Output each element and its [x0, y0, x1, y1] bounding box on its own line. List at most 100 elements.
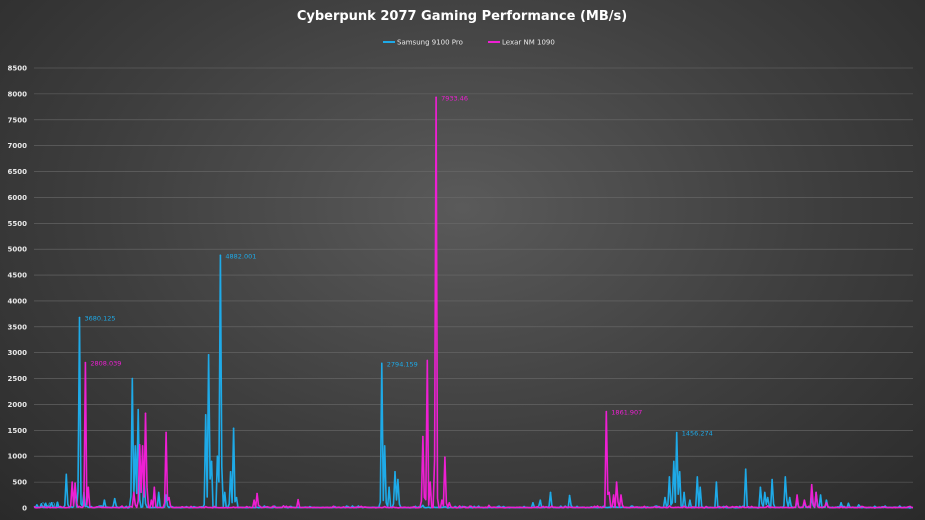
data-point: [689, 499, 691, 502]
data-point: [796, 494, 798, 496]
y-tick-label: 5000: [8, 246, 28, 254]
data-label: 3680.125: [84, 314, 115, 322]
data-point: [612, 494, 615, 496]
data-point: [397, 478, 399, 481]
data-point: [253, 499, 255, 502]
y-axis: 0 500 1000 1500 2000 2500 3000 3500 4000 4500 5000…: [8, 65, 28, 513]
y-tick-label: 8500: [8, 65, 28, 73]
data-point: [847, 502, 850, 505]
data-point: [74, 482, 76, 484]
data-point: [210, 460, 213, 463]
data-point: [678, 470, 681, 473]
data-point: [380, 362, 383, 365]
data-label: 4882.001: [225, 252, 256, 260]
data-point: [219, 254, 222, 257]
data-point: [615, 481, 618, 483]
data-point: [605, 410, 608, 413]
data-point: [675, 431, 678, 434]
data-point: [441, 499, 443, 502]
y-tick-label: 3500: [8, 323, 28, 331]
data-point: [235, 496, 238, 499]
data-point: [207, 353, 210, 356]
data-point: [668, 476, 671, 478]
data-point: [223, 491, 226, 494]
data-point: [78, 316, 81, 319]
y-tick-label: 7000: [8, 142, 28, 150]
y-tick-label: 6500: [8, 168, 28, 176]
data-point: [131, 377, 134, 380]
y-tick-label: 2500: [8, 375, 28, 383]
data-point: [65, 473, 68, 476]
legend-entry: Lexar NM 1090: [502, 39, 555, 47]
data-point: [759, 486, 762, 489]
y-tick-label: 6000: [8, 194, 28, 202]
y-tick-label: 1500: [8, 427, 28, 435]
y-tick-label: 3000: [8, 349, 28, 357]
series-group: [33, 96, 914, 509]
data-point: [664, 496, 666, 499]
data-point: [815, 491, 817, 494]
y-tick-label: 0: [22, 505, 27, 513]
data-point: [388, 486, 390, 489]
data-point: [229, 470, 232, 473]
data-point: [696, 476, 699, 478]
y-tick-label: 7500: [8, 116, 28, 124]
legend: Samsung 9100 Pro Lexar NM 1090: [383, 39, 555, 47]
data-point: [394, 470, 396, 473]
data-point: [683, 491, 685, 494]
data-point: [429, 481, 432, 483]
data-label: 7933.46: [441, 94, 468, 102]
data-label: 0.491: [41, 501, 60, 509]
y-tick-label: 2000: [8, 401, 28, 409]
y-tick-label: 5500: [8, 220, 28, 228]
data-point: [168, 496, 170, 499]
data-point: [699, 486, 702, 489]
data-point: [36, 504, 38, 506]
data-point: [810, 483, 813, 486]
data-point: [803, 499, 806, 502]
legend-entry: Samsung 9100 Pro: [397, 39, 463, 47]
data-point: [532, 502, 534, 504]
data-point: [132, 491, 135, 494]
data-point: [87, 486, 90, 489]
data-point: [103, 499, 106, 502]
data-point: [84, 361, 87, 364]
data-point: [71, 481, 73, 483]
data-point: [488, 504, 490, 507]
data-point: [40, 503, 43, 505]
data-label: 1861.907: [611, 409, 642, 417]
data-point: [857, 504, 860, 506]
data-point: [766, 496, 769, 499]
data-point: [840, 502, 842, 504]
data-point: [144, 412, 147, 415]
series-line: [33, 96, 914, 509]
data-point: [141, 445, 144, 447]
data-point: [422, 435, 424, 438]
data-point: [426, 359, 429, 362]
y-tick-label: 500: [12, 479, 27, 487]
chart-title: Cyberpunk 2077 Gaming Performance (MB/s): [297, 9, 627, 24]
data-point: [448, 502, 451, 504]
data-point: [56, 501, 59, 504]
data-point: [150, 499, 153, 502]
data-point: [297, 498, 299, 501]
data-point: [784, 476, 787, 478]
data-point: [539, 499, 542, 502]
data-point: [256, 492, 258, 495]
y-tick-label: 4000: [8, 297, 28, 305]
y-tick-label: 1000: [8, 453, 28, 461]
data-point: [825, 502, 828, 504]
data-point: [157, 491, 160, 494]
data-point: [383, 445, 386, 447]
data-point: [608, 491, 611, 494]
data-label: 2794.159: [387, 360, 418, 368]
data-point: [444, 456, 446, 459]
data-point: [153, 486, 156, 489]
grid: [34, 67, 913, 509]
data-point: [134, 445, 137, 447]
y-tick-label: 4500: [8, 272, 28, 280]
data-point: [44, 502, 47, 505]
data-point: [819, 494, 822, 496]
data-point: [113, 497, 116, 500]
